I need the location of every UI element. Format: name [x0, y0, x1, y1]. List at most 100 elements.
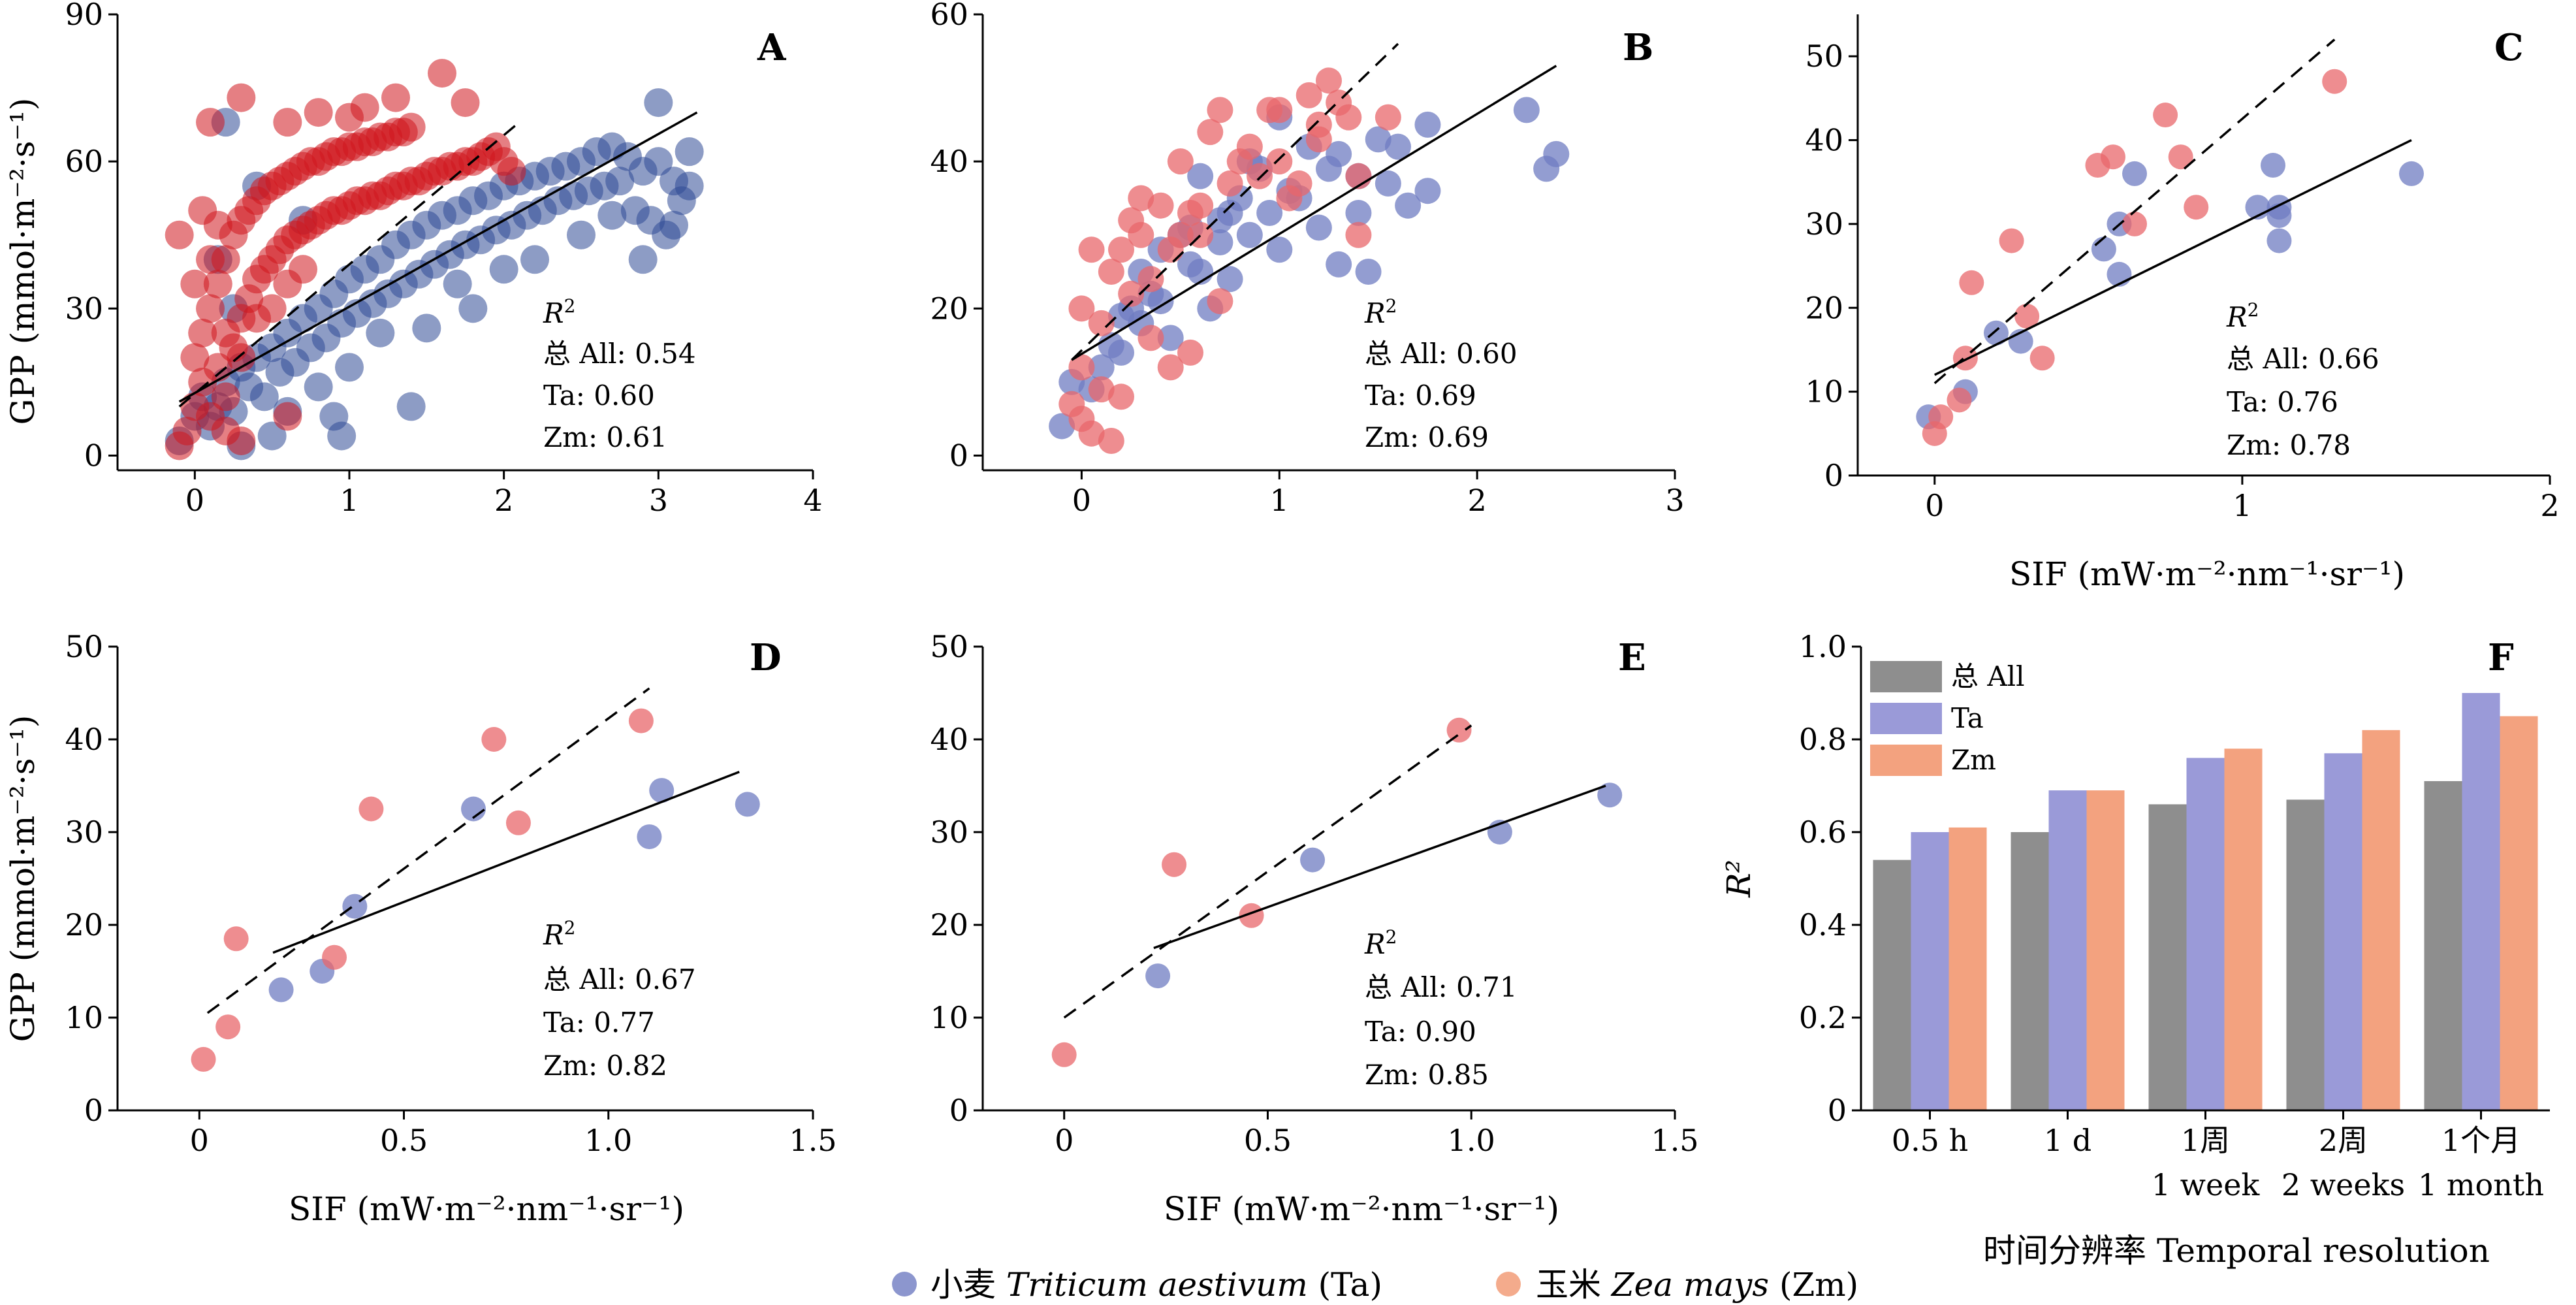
panel-a-y-tick-label: 0: [84, 438, 103, 473]
panel-b-point-zm: [1296, 82, 1322, 108]
panel-f-x-tick-label-en: 1 week: [2152, 1167, 2261, 1202]
panel-c-point-zm: [2153, 103, 2178, 128]
panel-d-point-ta: [268, 977, 294, 1003]
panel-d-y-tick-label: 30: [65, 814, 103, 850]
panel-e-r2-all: 总 All: 0.71: [1365, 971, 1518, 1003]
panel-a-point-zm: [227, 426, 256, 455]
panel-a-point-zm: [227, 83, 256, 112]
panel-d-point-ta: [637, 824, 662, 850]
panel-c-point-zm: [2101, 144, 2126, 170]
panel-b-point-ta: [1108, 339, 1134, 366]
panel-f-legend-label-ta: Ta: [1951, 702, 1984, 734]
panel-c-point-ta: [2122, 161, 2147, 186]
panel-e-point-ta: [1145, 963, 1171, 989]
panel-c-point-ta: [2266, 228, 2292, 253]
panel-d-point-ta: [735, 792, 760, 817]
panel-b-point-ta: [1049, 413, 1075, 440]
panel-e-plot: 0 10 20 30 40 50 0 0.5 1.0 1.5: [930, 629, 1698, 1158]
panel-a-r2-all: 总 All: 0.54: [543, 338, 696, 370]
panel-a-x-tick-label: 3: [649, 483, 668, 518]
panel-e-fit-wheat: [1153, 784, 1606, 950]
panel-a-point-ta: [366, 318, 395, 347]
panel-e-r2-label: R2: [1364, 926, 1397, 961]
panel-b-point-zm: [1078, 236, 1105, 263]
panel-f-x-tick-label: 1 d: [2044, 1123, 2091, 1158]
panel-f-y-tick-label: 1.0: [1799, 629, 1847, 664]
panel-b-x-tick-label: 2: [1468, 483, 1487, 518]
panel-f-bar-zm: [1948, 827, 1987, 1110]
panel-b-point-zm: [1187, 192, 1214, 219]
panel-a-point-ta: [644, 88, 673, 118]
panel-c-y-tick-label: 30: [1805, 206, 1843, 242]
panel-a-point-zm: [180, 269, 210, 298]
panel-b-fit-maize: [1071, 42, 1399, 361]
panel-d-x-tick-label: 0.5: [380, 1123, 428, 1158]
panel-f-letter: F: [2488, 636, 2514, 679]
panel-a-point-zm: [172, 416, 202, 445]
panel-d-plot: 0 10 20 30 40 50 0 0.5 1.0 1.5: [65, 629, 836, 1158]
panel-c-r2-label: R2: [2226, 299, 2259, 334]
panel-b-point-zm: [1247, 163, 1273, 189]
panel-b-point-zm: [1345, 221, 1372, 248]
panel-b-point-ta: [1266, 236, 1293, 263]
panel-f-bar-zm: [2224, 749, 2263, 1110]
panel-d-fit-maize: [206, 687, 650, 1014]
panel-b-point-zm: [1068, 354, 1095, 381]
panel-a-point-ta: [458, 294, 488, 323]
panel-b-point-ta: [1216, 266, 1243, 293]
panel-f-y-tick-label: 0.2: [1799, 1000, 1847, 1035]
panel-b-point-zm: [1147, 192, 1174, 219]
panel-f-x-tick-label: 1个月: [2441, 1123, 2520, 1158]
panel-a-r2-ta: Ta: 0.60: [543, 379, 655, 411]
legend-maize-marker: [1496, 1272, 1521, 1297]
panel-a-y-tick-label: 90: [65, 0, 103, 32]
panel-b-point-zm: [1305, 126, 1332, 153]
panel-e-y-tick-label: 20: [930, 907, 968, 942]
panel-d-x-tick-label: 1.5: [789, 1123, 836, 1158]
panel-b-point-zm: [1108, 236, 1134, 263]
panel-a-point-zm: [203, 269, 232, 298]
panel-b-point-zm: [1286, 170, 1312, 197]
panel-c-point-ta: [2091, 236, 2116, 262]
panel-b-point-ta: [1414, 111, 1441, 138]
panel-b-point-zm: [1375, 104, 1401, 131]
panel-f-legend-swatch-all: [1870, 661, 1942, 692]
panel-b-point-zm: [1118, 280, 1145, 307]
panel-c-point-zm: [1999, 228, 2024, 253]
panel-f-legend-label-all: 总 All: [1951, 660, 2025, 692]
panel-b-r2-ta: Ta: 0.69: [1365, 379, 1476, 411]
panel-e-y-tick-label: 50: [930, 629, 968, 664]
panel-b-r2-label: R2: [1364, 295, 1397, 330]
panel-f-bar-zm: [2362, 730, 2400, 1110]
panel-f-bar-all: [1873, 860, 1911, 1110]
panel-d-point-zm: [628, 708, 654, 733]
panel-c-point-ta: [1984, 320, 2009, 346]
panel-b-point-zm: [1316, 67, 1342, 94]
panel-e-x-tick-label: 1.5: [1651, 1123, 1698, 1158]
panel-d-letter: D: [750, 636, 782, 679]
panel-d-r2-ta: Ta: 0.77: [543, 1007, 655, 1039]
panel-c-point-zm: [2122, 211, 2147, 236]
panel-b-point-ta: [1187, 163, 1214, 189]
panel-a-point-zm: [304, 98, 333, 127]
panel-f-bar-zm: [2086, 790, 2125, 1110]
panel-a-point-zm: [381, 83, 410, 112]
panel-a: 0 30 60 90 0 1 2 3 4 A GPP (mmol·m⁻²·s⁻¹) R2 总 A…: [4, 0, 823, 518]
panel-d-x-tick-label: 1.0: [584, 1123, 632, 1158]
panel-b: 0 20 40 60 0 1 2 3 B R2 总 All: 0.60 Ta: 0.69 Zm…: [930, 0, 1684, 518]
panel-b-point-ta: [1207, 229, 1233, 255]
panel-b-r2-zm: Zm: 0.69: [1365, 421, 1489, 453]
panel-d-point-zm: [481, 727, 507, 752]
panel-b-point-zm: [1157, 354, 1184, 381]
panel-e-y-tick-label: 10: [930, 1000, 968, 1035]
panel-c-point-zm: [1959, 270, 1984, 295]
species-legend: 小麦 Triticum aestivum (Ta) 玉米 Zea mays (Z…: [892, 1266, 1858, 1304]
panel-e-x-tick-label: 0: [1055, 1123, 1073, 1158]
panel-f-bar-ta: [2048, 790, 2087, 1110]
panel-f-x-tick-label: 2周: [2319, 1123, 2368, 1158]
panel-a-point-ta: [675, 137, 704, 167]
panel-c-point-zm: [2029, 346, 2055, 371]
panel-b-point-zm: [1068, 295, 1095, 322]
